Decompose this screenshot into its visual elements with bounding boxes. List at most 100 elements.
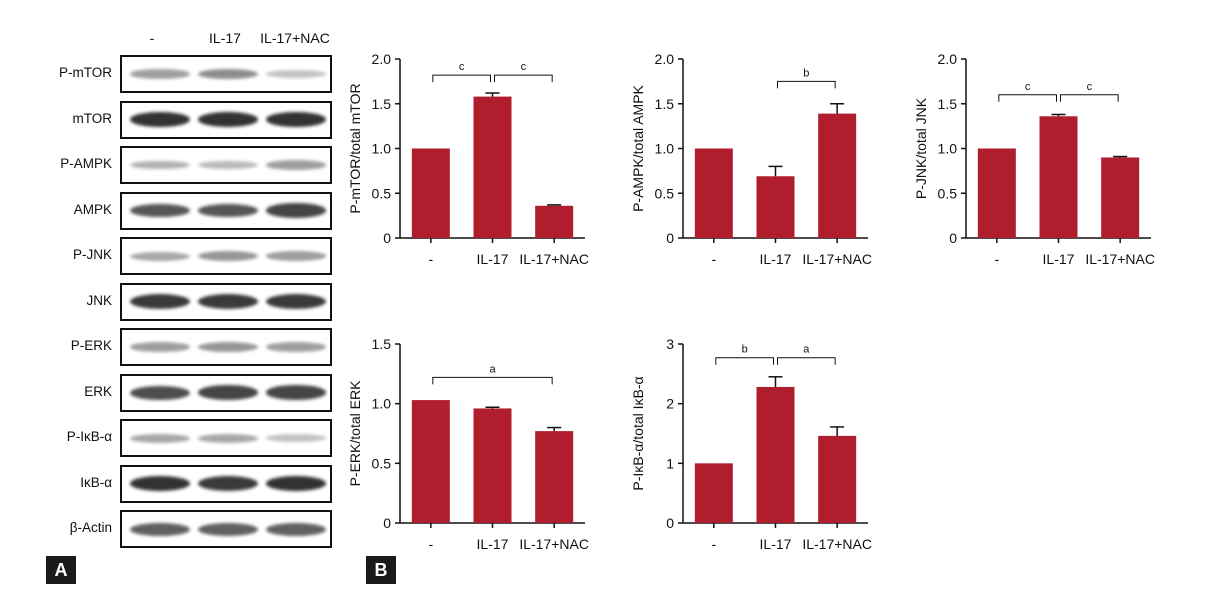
- blot-band: [198, 251, 258, 261]
- blot-strip: [120, 146, 332, 184]
- y-tick-label: 1: [666, 455, 674, 471]
- blot-strip: [120, 100, 332, 139]
- significance-bracket: [777, 80, 836, 89]
- bar: [1101, 157, 1140, 238]
- bar: [535, 205, 574, 238]
- x-tick-label: IL-17+NAC: [802, 536, 872, 552]
- y-tick-label: 1.0: [372, 141, 392, 157]
- y-tick-label: 2.0: [372, 51, 392, 67]
- bar: [756, 176, 795, 238]
- x-tick-label: -: [994, 251, 999, 267]
- significance-bracket: [1060, 94, 1119, 102]
- blot-strip: [120, 419, 332, 457]
- x-tick-label: -: [428, 536, 433, 552]
- blot-band: [130, 385, 190, 400]
- y-tick-label: 1.0: [372, 396, 392, 412]
- significance-bracket: [998, 94, 1057, 102]
- bar: [473, 96, 512, 238]
- y-tick-label: 0.5: [372, 455, 392, 471]
- x-tick-label: -: [428, 251, 433, 267]
- significance-bracket: [432, 74, 491, 83]
- blot-strip: [120, 328, 332, 366]
- y-tick-label: 1.0: [938, 141, 958, 157]
- significance-bracket: [494, 74, 553, 83]
- significance-bracket: [777, 357, 836, 365]
- x-tick-label: IL-17: [760, 536, 792, 552]
- blot-strip: [120, 237, 332, 275]
- x-tick-label: IL-17: [760, 251, 792, 267]
- y-tick-label: 1.5: [372, 96, 392, 112]
- blot-band: [266, 385, 326, 400]
- blot-row-label: P-mTOR: [59, 65, 112, 80]
- blot-band: [266, 203, 326, 218]
- blot-band: [266, 475, 326, 492]
- y-tick-label: 1.0: [655, 141, 675, 157]
- x-tick-label: IL-17+NAC: [519, 251, 589, 267]
- bar: [818, 113, 857, 238]
- x-tick-label: IL-17+NAC: [802, 251, 872, 267]
- blot-row-label: IκB-α: [80, 474, 112, 490]
- y-tick-label: 1.5: [938, 96, 958, 112]
- blot-band: [266, 251, 326, 261]
- y-tick-label: 2: [666, 396, 674, 412]
- y-tick-label: 0: [383, 515, 391, 531]
- y-tick-label: 1.5: [655, 96, 675, 112]
- blot-band: [130, 111, 190, 128]
- significance-label: b: [803, 67, 809, 79]
- blot-band: [130, 522, 190, 536]
- x-tick-label: IL-17: [477, 536, 509, 552]
- bar: [818, 435, 857, 523]
- significance-label: a: [489, 363, 496, 375]
- y-axis-title: P-ERK/total ERK: [347, 380, 363, 486]
- blot-band: [130, 433, 190, 443]
- blot-strip: [120, 282, 332, 321]
- blot-band: [198, 294, 258, 309]
- significance-label: c: [459, 61, 465, 73]
- y-tick-label: 1.5: [372, 336, 392, 352]
- blot-band: [198, 111, 258, 128]
- blot-band: [266, 160, 326, 170]
- blot-band: [130, 69, 190, 79]
- lane-label-control: -: [149, 30, 155, 46]
- blot-strip: [120, 464, 332, 503]
- bar: [535, 431, 574, 523]
- blot-band: [266, 342, 326, 352]
- y-tick-label: 0: [383, 230, 391, 246]
- blot-row-label: β-Actin: [69, 520, 112, 535]
- y-tick-label: 0.5: [938, 185, 958, 201]
- x-tick-label: -: [711, 251, 716, 267]
- blot-strip: [120, 510, 332, 548]
- significance-label: a: [803, 344, 810, 356]
- bar: [411, 400, 450, 523]
- blot-band: [198, 342, 258, 352]
- blot-row-label: ERK: [84, 383, 112, 399]
- blot-row-label: P-IκB-α: [66, 429, 112, 444]
- significance-label: c: [1087, 81, 1093, 93]
- blot-strip: [120, 191, 332, 230]
- blot-band: [266, 294, 326, 309]
- blot-row-label: P-ERK: [70, 338, 112, 353]
- y-tick-label: 0: [666, 230, 674, 246]
- blot-band: [198, 203, 258, 218]
- blot-band: [266, 111, 326, 128]
- significance-label: c: [1025, 81, 1031, 93]
- blot-band: [130, 294, 190, 309]
- significance-label: c: [521, 61, 527, 73]
- y-tick-label: 0.5: [372, 185, 392, 201]
- y-axis-title: P-AMPK/total AMPK: [630, 84, 646, 211]
- significance-label: b: [742, 344, 748, 356]
- blot-band: [198, 161, 258, 169]
- bar: [756, 386, 795, 523]
- blot-band: [198, 433, 258, 443]
- y-axis-title: P-IκB-α/total IκB-α: [630, 376, 646, 490]
- bar-charts-panel: 0 0.5 1.0 1.5 2.0 - IL-17 IL-17+NAC P-mTOR/total…: [347, 51, 1155, 552]
- blot-band: [266, 522, 326, 536]
- blot-row-label: mTOR: [72, 110, 113, 126]
- y-tick-label: 0: [949, 230, 957, 246]
- y-tick-label: 2.0: [655, 51, 675, 67]
- y-tick-label: 2.0: [938, 51, 958, 67]
- y-axis-title: P-JNK/total JNK: [913, 97, 929, 199]
- significance-bracket: [432, 376, 553, 385]
- blot-band: [130, 475, 190, 492]
- y-tick-label: 0: [666, 515, 674, 531]
